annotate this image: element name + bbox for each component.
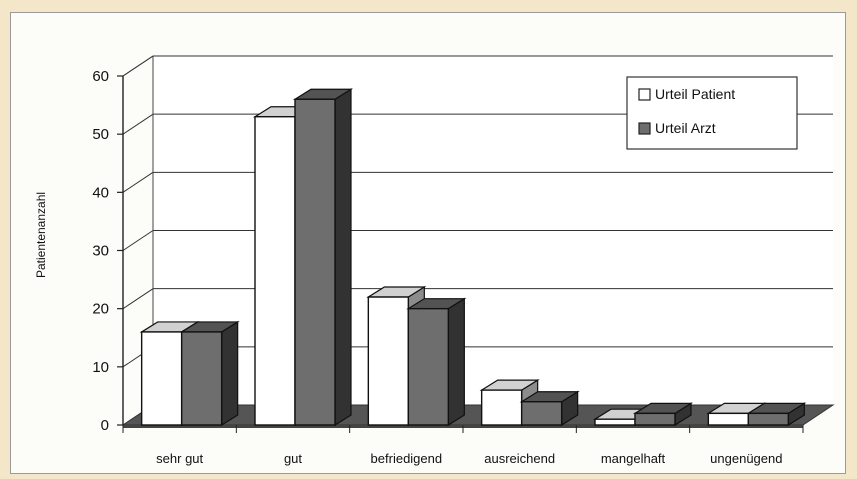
x-tick-label: mangelhaft bbox=[601, 451, 666, 466]
bar-front bbox=[254, 116, 296, 426]
y-tick-label: 30 bbox=[92, 243, 109, 260]
bar-front bbox=[634, 412, 676, 426]
legend: Urteil Patient Urteil Arzt bbox=[626, 76, 798, 150]
x-tick-label: sehr gut bbox=[156, 451, 203, 466]
side-gridline bbox=[122, 288, 154, 310]
x-tick-label: ungenügend bbox=[710, 451, 782, 466]
bar-arzt bbox=[292, 88, 354, 427]
bar-arzt bbox=[179, 320, 240, 427]
y-tick-label: 0 bbox=[101, 417, 109, 434]
side-gridline bbox=[122, 171, 154, 193]
bar-front bbox=[747, 412, 790, 426]
legend-swatch-patient bbox=[638, 88, 651, 101]
bar-chart: 0 10 20 30 40 50 60 sehr gut gut befriedigend aus… bbox=[34, 55, 835, 466]
bar-front bbox=[707, 412, 750, 426]
bar-side bbox=[447, 297, 465, 427]
x-tick-label: befriedigend bbox=[371, 451, 443, 466]
chart-frame: 0 10 20 30 40 50 60 sehr gut gut befriedigend aus… bbox=[10, 12, 846, 474]
bar-front bbox=[180, 331, 223, 426]
bar-arzt bbox=[406, 297, 467, 427]
y-tick-label: 60 bbox=[92, 68, 109, 85]
side-gridline bbox=[122, 230, 154, 251]
x-tick-label: gut bbox=[284, 451, 302, 466]
y-tick-label: 40 bbox=[92, 184, 109, 201]
bar-arzt bbox=[519, 390, 580, 427]
y-tick-label: 50 bbox=[92, 126, 109, 143]
bar-front bbox=[367, 296, 410, 426]
bar-arzt bbox=[746, 402, 807, 427]
bar-arzt bbox=[632, 402, 694, 427]
bar-side bbox=[221, 320, 239, 427]
legend-swatch-arzt bbox=[638, 122, 651, 135]
legend-box bbox=[626, 76, 798, 150]
top-side-line bbox=[122, 55, 154, 77]
bar-front bbox=[407, 307, 450, 426]
y-tick-labels: 0 10 20 30 40 50 60 bbox=[92, 68, 109, 434]
legend-label-patient: Urteil Patient bbox=[655, 86, 735, 102]
bar-front bbox=[294, 98, 336, 426]
side-gridline bbox=[122, 113, 154, 135]
y-axis-label: Patientenanzahl bbox=[34, 192, 48, 278]
y-tick-label: 20 bbox=[92, 301, 109, 318]
y-tick-label: 10 bbox=[92, 359, 109, 376]
bar-front bbox=[520, 401, 563, 426]
bar-side bbox=[334, 88, 352, 427]
bar-front bbox=[594, 418, 636, 426]
x-tick-label: ausreichend bbox=[484, 451, 555, 466]
bar-front bbox=[480, 389, 523, 426]
legend-label-arzt: Urteil Arzt bbox=[655, 120, 716, 136]
bar-front bbox=[140, 331, 183, 426]
bars bbox=[139, 88, 807, 427]
x-tick-labels: sehr gut gut befriedigend ausreichend mangel… bbox=[156, 451, 782, 466]
